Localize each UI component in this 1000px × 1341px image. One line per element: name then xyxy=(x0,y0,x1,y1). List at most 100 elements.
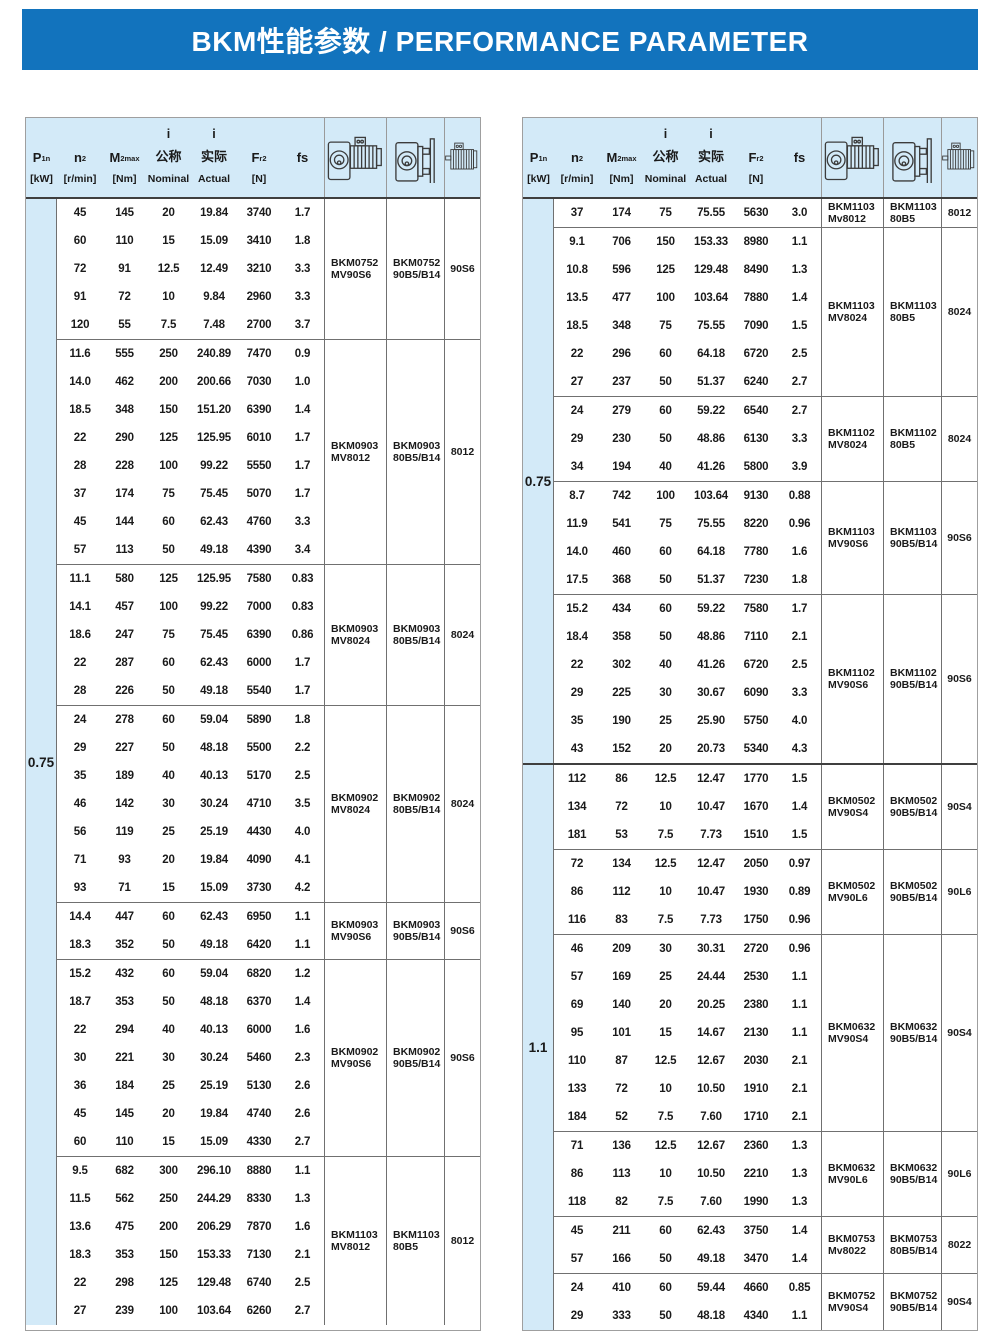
i-nominal-value: 50 xyxy=(162,742,175,754)
group-list: 45 145 20 19.84 3740 1.7 60 110 15 15.09 3410 1.8 72… xyxy=(57,199,480,1325)
row-group: 9.5 682 300 296.10 8880 1.1 11.5 562 250 244.29 83… xyxy=(57,1156,480,1325)
motor-size-cell: 90S4 xyxy=(941,765,977,849)
model-line: BKM0903 xyxy=(393,622,441,635)
fr2-value: 6820 xyxy=(246,968,272,980)
n2-value: 18.3 xyxy=(69,1249,91,1261)
i-actual-value: 48.86 xyxy=(697,631,725,643)
i-nominal-value: 20 xyxy=(162,854,175,866)
model-line: MV8012 xyxy=(331,452,371,464)
model-b5-cell: BKM1103 80B5 xyxy=(883,228,941,396)
i-actual-value: 19.84 xyxy=(200,207,228,219)
fr2-value: 8220 xyxy=(743,518,769,530)
i-actual-value: 10.47 xyxy=(697,801,725,813)
i-actual-value: 7.60 xyxy=(700,1111,722,1123)
model-line: MV90S4 xyxy=(828,1302,869,1314)
fr2-value: 6240 xyxy=(743,376,769,388)
i-nominal-value: 7.5 xyxy=(657,914,674,926)
i-actual-value: 103.64 xyxy=(694,292,728,304)
column-header-i-nominal: i 公称 Nominal xyxy=(147,127,190,185)
m2max-value: 140 xyxy=(612,999,631,1011)
m2max-value: 184 xyxy=(115,1080,134,1092)
i-nominal-value: 75 xyxy=(659,320,672,332)
i-actual-value: 49.18 xyxy=(200,939,228,951)
fs-value: 1.1 xyxy=(791,971,808,983)
n2-value: 29 xyxy=(73,742,87,754)
model-line: BKM0902 xyxy=(393,791,441,804)
column-header-n2: n 2 [r/min] xyxy=(63,150,97,185)
fr2-value: 5540 xyxy=(246,685,272,697)
i-nominal-value: 125 xyxy=(159,432,178,444)
m2max-value: 279 xyxy=(612,405,631,417)
n2-value: 22 xyxy=(73,432,87,444)
m2max-value: 434 xyxy=(612,603,631,615)
model-b5-cell: BKM0502 90B5/B14 xyxy=(883,850,941,934)
i-nominal-value: 60 xyxy=(659,546,672,558)
m2max-value: 348 xyxy=(115,404,134,416)
motor-size-cell: 8024 xyxy=(941,397,977,481)
motor-size-cell: 8024 xyxy=(941,228,977,396)
model-line: 80B5/B14 xyxy=(393,452,441,464)
group-list: 37 174 75 75.55 5630 3.0 BKM1103 Mv8012 BKM1103 8… xyxy=(554,199,977,763)
model-mv-cell: BKM0903 MV8024 xyxy=(324,565,386,705)
power-section: 0.75 45 145 20 19.84 3740 1.7 60 110 15 15.09 3410 1… xyxy=(26,199,480,1325)
i-actual-value: 15.09 xyxy=(200,1136,228,1148)
m2max-value: 91 xyxy=(118,263,131,275)
i-nominal-value: 30 xyxy=(162,798,175,810)
values-grid: 46 209 30 30.31 2720 0.96 57 169 25 24.44 2530 1.1 6… xyxy=(554,935,821,1131)
fs-value: 0.97 xyxy=(788,858,811,870)
values-grid: 37 174 75 75.55 5630 3.0 xyxy=(554,199,821,227)
fr2-value: 5550 xyxy=(246,460,272,472)
gearbox-flange-icon xyxy=(386,118,444,197)
model-line: BKM0502 xyxy=(890,794,938,807)
motor-size-cell: 90S6 xyxy=(444,903,480,959)
gearbox-flange-icon xyxy=(883,118,941,197)
fs-value: 1.4 xyxy=(791,801,808,813)
fr2-value: 5460 xyxy=(246,1052,272,1064)
fs-value: 1.7 xyxy=(294,657,311,669)
model-line: 90B5/B14 xyxy=(890,892,938,904)
i-actual-value: 48.86 xyxy=(697,433,725,445)
i-nominal-value: 7.5 xyxy=(160,319,177,331)
fs-value: 2.2 xyxy=(294,742,311,754)
model-line: MV8024 xyxy=(331,635,371,647)
fs-value: 1.5 xyxy=(791,320,808,332)
model-b5-cell: BKM0502 90B5/B14 xyxy=(883,765,941,849)
fr2-value: 6390 xyxy=(246,404,272,416)
n2-value: 60 xyxy=(73,235,87,247)
model-mv-cell: BKM1102 MV90S6 xyxy=(821,595,883,763)
right-table: P 1n [kW] n 2 [r/min] M 2max [Nm] i 公称 Nominal i 实际 Ac… xyxy=(522,117,978,1331)
fs-value: 2.1 xyxy=(791,631,808,643)
i-nominal-value: 12.5 xyxy=(654,858,677,870)
fs-value: 1.1 xyxy=(791,236,808,248)
m2max-value: 194 xyxy=(612,461,631,473)
n2-value: 14.0 xyxy=(566,546,588,558)
fs-value: 4.2 xyxy=(294,882,311,894)
model-line: BKM0752 xyxy=(393,256,441,269)
model-line: BKM1102 xyxy=(890,666,937,679)
n2-value: 22 xyxy=(570,348,584,360)
model-mv-cell: BKM0752 MV90S4 xyxy=(821,1274,883,1330)
m2max-value: 145 xyxy=(115,207,134,219)
m2max-value: 169 xyxy=(612,971,631,983)
fr2-value: 2210 xyxy=(743,1168,769,1180)
i-actual-value: 12.47 xyxy=(697,773,725,785)
i-nominal-value: 50 xyxy=(162,939,175,951)
i-nominal-value: 100 xyxy=(159,1305,178,1317)
n2-value: 27 xyxy=(570,376,584,388)
row-group: 46 209 30 30.31 2720 0.96 57 169 25 24.44 2530 1.1 6… xyxy=(554,934,977,1131)
i-actual-value: 15.09 xyxy=(200,882,228,894)
model-mv-cell: BKM1102 MV8024 xyxy=(821,397,883,481)
model-line: MV8012 xyxy=(331,1241,371,1253)
fr2-value: 5750 xyxy=(743,715,769,727)
m2max-value: 352 xyxy=(115,939,134,951)
fr2-value: 5890 xyxy=(246,714,272,726)
m2max-value: 410 xyxy=(612,1282,631,1294)
i-nominal-value: 150 xyxy=(159,1249,178,1261)
i-actual-value: 59.44 xyxy=(697,1282,725,1294)
i-actual-value: 151.20 xyxy=(197,404,231,416)
fr2-value: 6010 xyxy=(246,432,272,444)
fr2-value: 4430 xyxy=(246,826,272,838)
fr2-value: 8980 xyxy=(743,236,769,248)
i-actual-value: 206.29 xyxy=(197,1221,231,1233)
